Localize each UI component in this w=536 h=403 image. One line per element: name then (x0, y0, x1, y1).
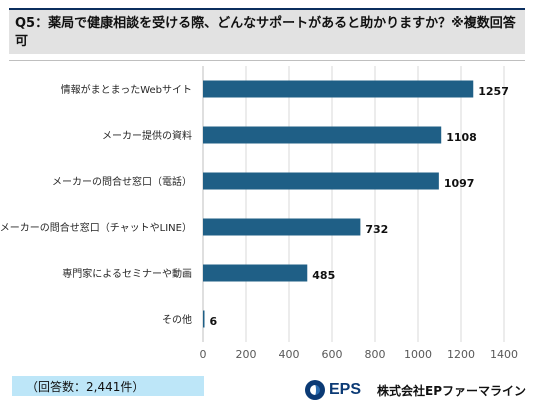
bar (203, 172, 439, 190)
eps-logo-icon (305, 380, 325, 400)
value-label: 485 (312, 269, 335, 282)
response-count: （回答数：2,441件） (26, 380, 145, 394)
category-label: メーカー提供の資料 (102, 129, 192, 142)
category-label: 情報がまとまったWebサイト (61, 83, 192, 96)
title-divider (9, 60, 525, 61)
value-label: 732 (365, 223, 388, 236)
value-label: 1097 (444, 177, 475, 190)
x-tick-label: 800 (365, 348, 386, 361)
bar (203, 80, 474, 98)
x-tick-label: 600 (322, 348, 343, 361)
category-label: メーカーの問合せ窓口（チャットやLINE） (0, 221, 192, 234)
x-tick-label: 1200 (447, 348, 475, 361)
logo-eps-text: EPS (329, 381, 362, 398)
bar (203, 264, 308, 282)
category-label: メーカーの問合せ窓口（電話） (52, 175, 192, 188)
x-tick-label: 1400 (490, 348, 518, 361)
bar (203, 218, 361, 236)
x-tick-label: 200 (236, 348, 257, 361)
bar (203, 310, 205, 328)
value-label: 1257 (478, 85, 509, 98)
category-label: その他 (162, 313, 192, 326)
bar-chart: 0 200 400 600 800 1000 1200 1400 情報がまとまったWebサイト 1… (0, 66, 518, 361)
category-label: 専門家によるセミナーや動画 (62, 267, 192, 280)
response-count-box: （回答数：2,441件） (12, 376, 204, 396)
x-tick-label: 0 (200, 348, 207, 361)
company-name: 株式会社EPファーマライン (377, 384, 526, 398)
chart-title: Q5：薬局で健康相談を受ける際、どんなサポートがあると助かりますか？※複数回答可 (15, 16, 516, 49)
value-label: 1108 (446, 131, 477, 144)
value-label: 6 (210, 315, 218, 328)
x-tick-label: 400 (279, 348, 300, 361)
x-tick-label: 1000 (404, 348, 432, 361)
title-box: Q5：薬局で健康相談を受ける際、どんなサポートがあると助かりますか？※複数回答可 (9, 8, 525, 54)
bar (203, 126, 442, 144)
